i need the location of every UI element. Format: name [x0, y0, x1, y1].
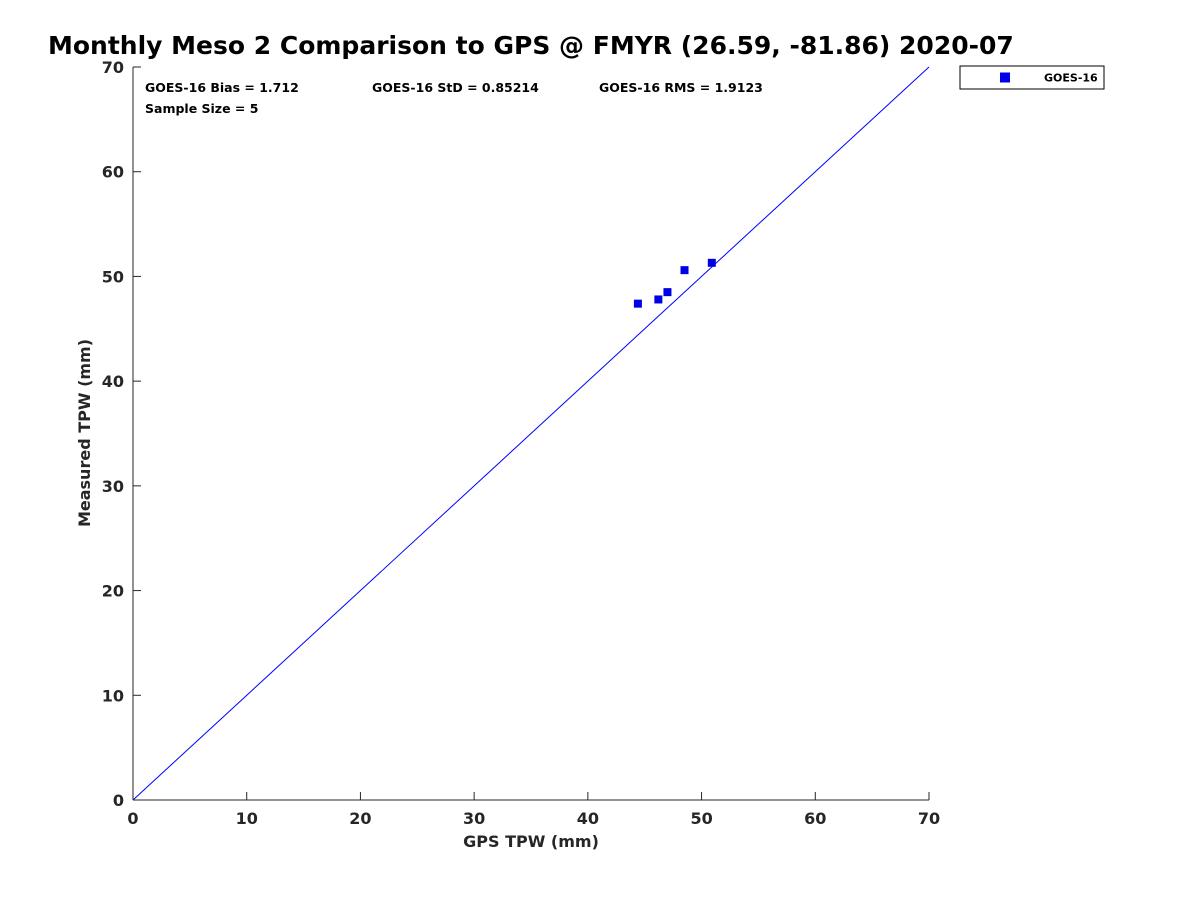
- data-point: [707, 258, 716, 267]
- y-tick-label: 20: [102, 582, 124, 601]
- x-tick-label: 10: [236, 809, 258, 828]
- data-point: [680, 266, 689, 275]
- y-tick-label: 30: [102, 477, 124, 496]
- y-tick-label: 50: [102, 267, 124, 286]
- chart-title: Monthly Meso 2 Comparison to GPS @ FMYR …: [48, 31, 1014, 60]
- y-tick-label: 70: [102, 58, 124, 77]
- bias-annotation: GOES-16 Bias = 1.712: [145, 80, 299, 95]
- data-point: [663, 288, 672, 297]
- legend-marker-goes-16: [1000, 72, 1010, 83]
- legend: GOES-16: [959, 65, 1105, 90]
- data-point: [633, 299, 642, 308]
- x-axis-ticks: 0 10 20 30 40 50 60 70: [127, 792, 940, 828]
- y-tick-label: 0: [113, 791, 124, 810]
- y-tick-label: 10: [102, 686, 124, 705]
- x-tick-label: 20: [349, 809, 371, 828]
- rms-annotation: GOES-16 RMS = 1.9123: [599, 80, 763, 95]
- stats-annotations: GOES-16 Bias = 1.712 GOES-16 StD = 0.852…: [145, 80, 763, 116]
- x-tick-label: 30: [463, 809, 485, 828]
- one-to-one-line: [132, 66, 930, 801]
- x-tick-label: 70: [918, 809, 940, 828]
- legend-label-goes-16: GOES-16: [1044, 72, 1098, 85]
- x-tick-label: 50: [690, 809, 712, 828]
- sample-size-annotation: Sample Size = 5: [145, 101, 258, 116]
- y-axis-label: Measured TPW (mm): [75, 339, 94, 527]
- y-tick-label: 60: [102, 163, 124, 182]
- plot-area: 0 10 20 30 40 50 60 70 0 10 20 30 40 50 60 70: [102, 58, 940, 828]
- y-axis-ticks: 0 10 20 30 40 50 60 70: [102, 58, 141, 810]
- y-tick-label: 40: [102, 372, 124, 391]
- data-points: [633, 258, 716, 308]
- x-tick-label: 0: [127, 809, 138, 828]
- data-point: [654, 295, 663, 304]
- x-tick-label: 60: [804, 809, 826, 828]
- std-annotation: GOES-16 StD = 0.85214: [372, 80, 539, 95]
- x-tick-label: 40: [577, 809, 599, 828]
- x-axis-label: GPS TPW (mm): [463, 832, 599, 851]
- legend-box: [959, 65, 1105, 90]
